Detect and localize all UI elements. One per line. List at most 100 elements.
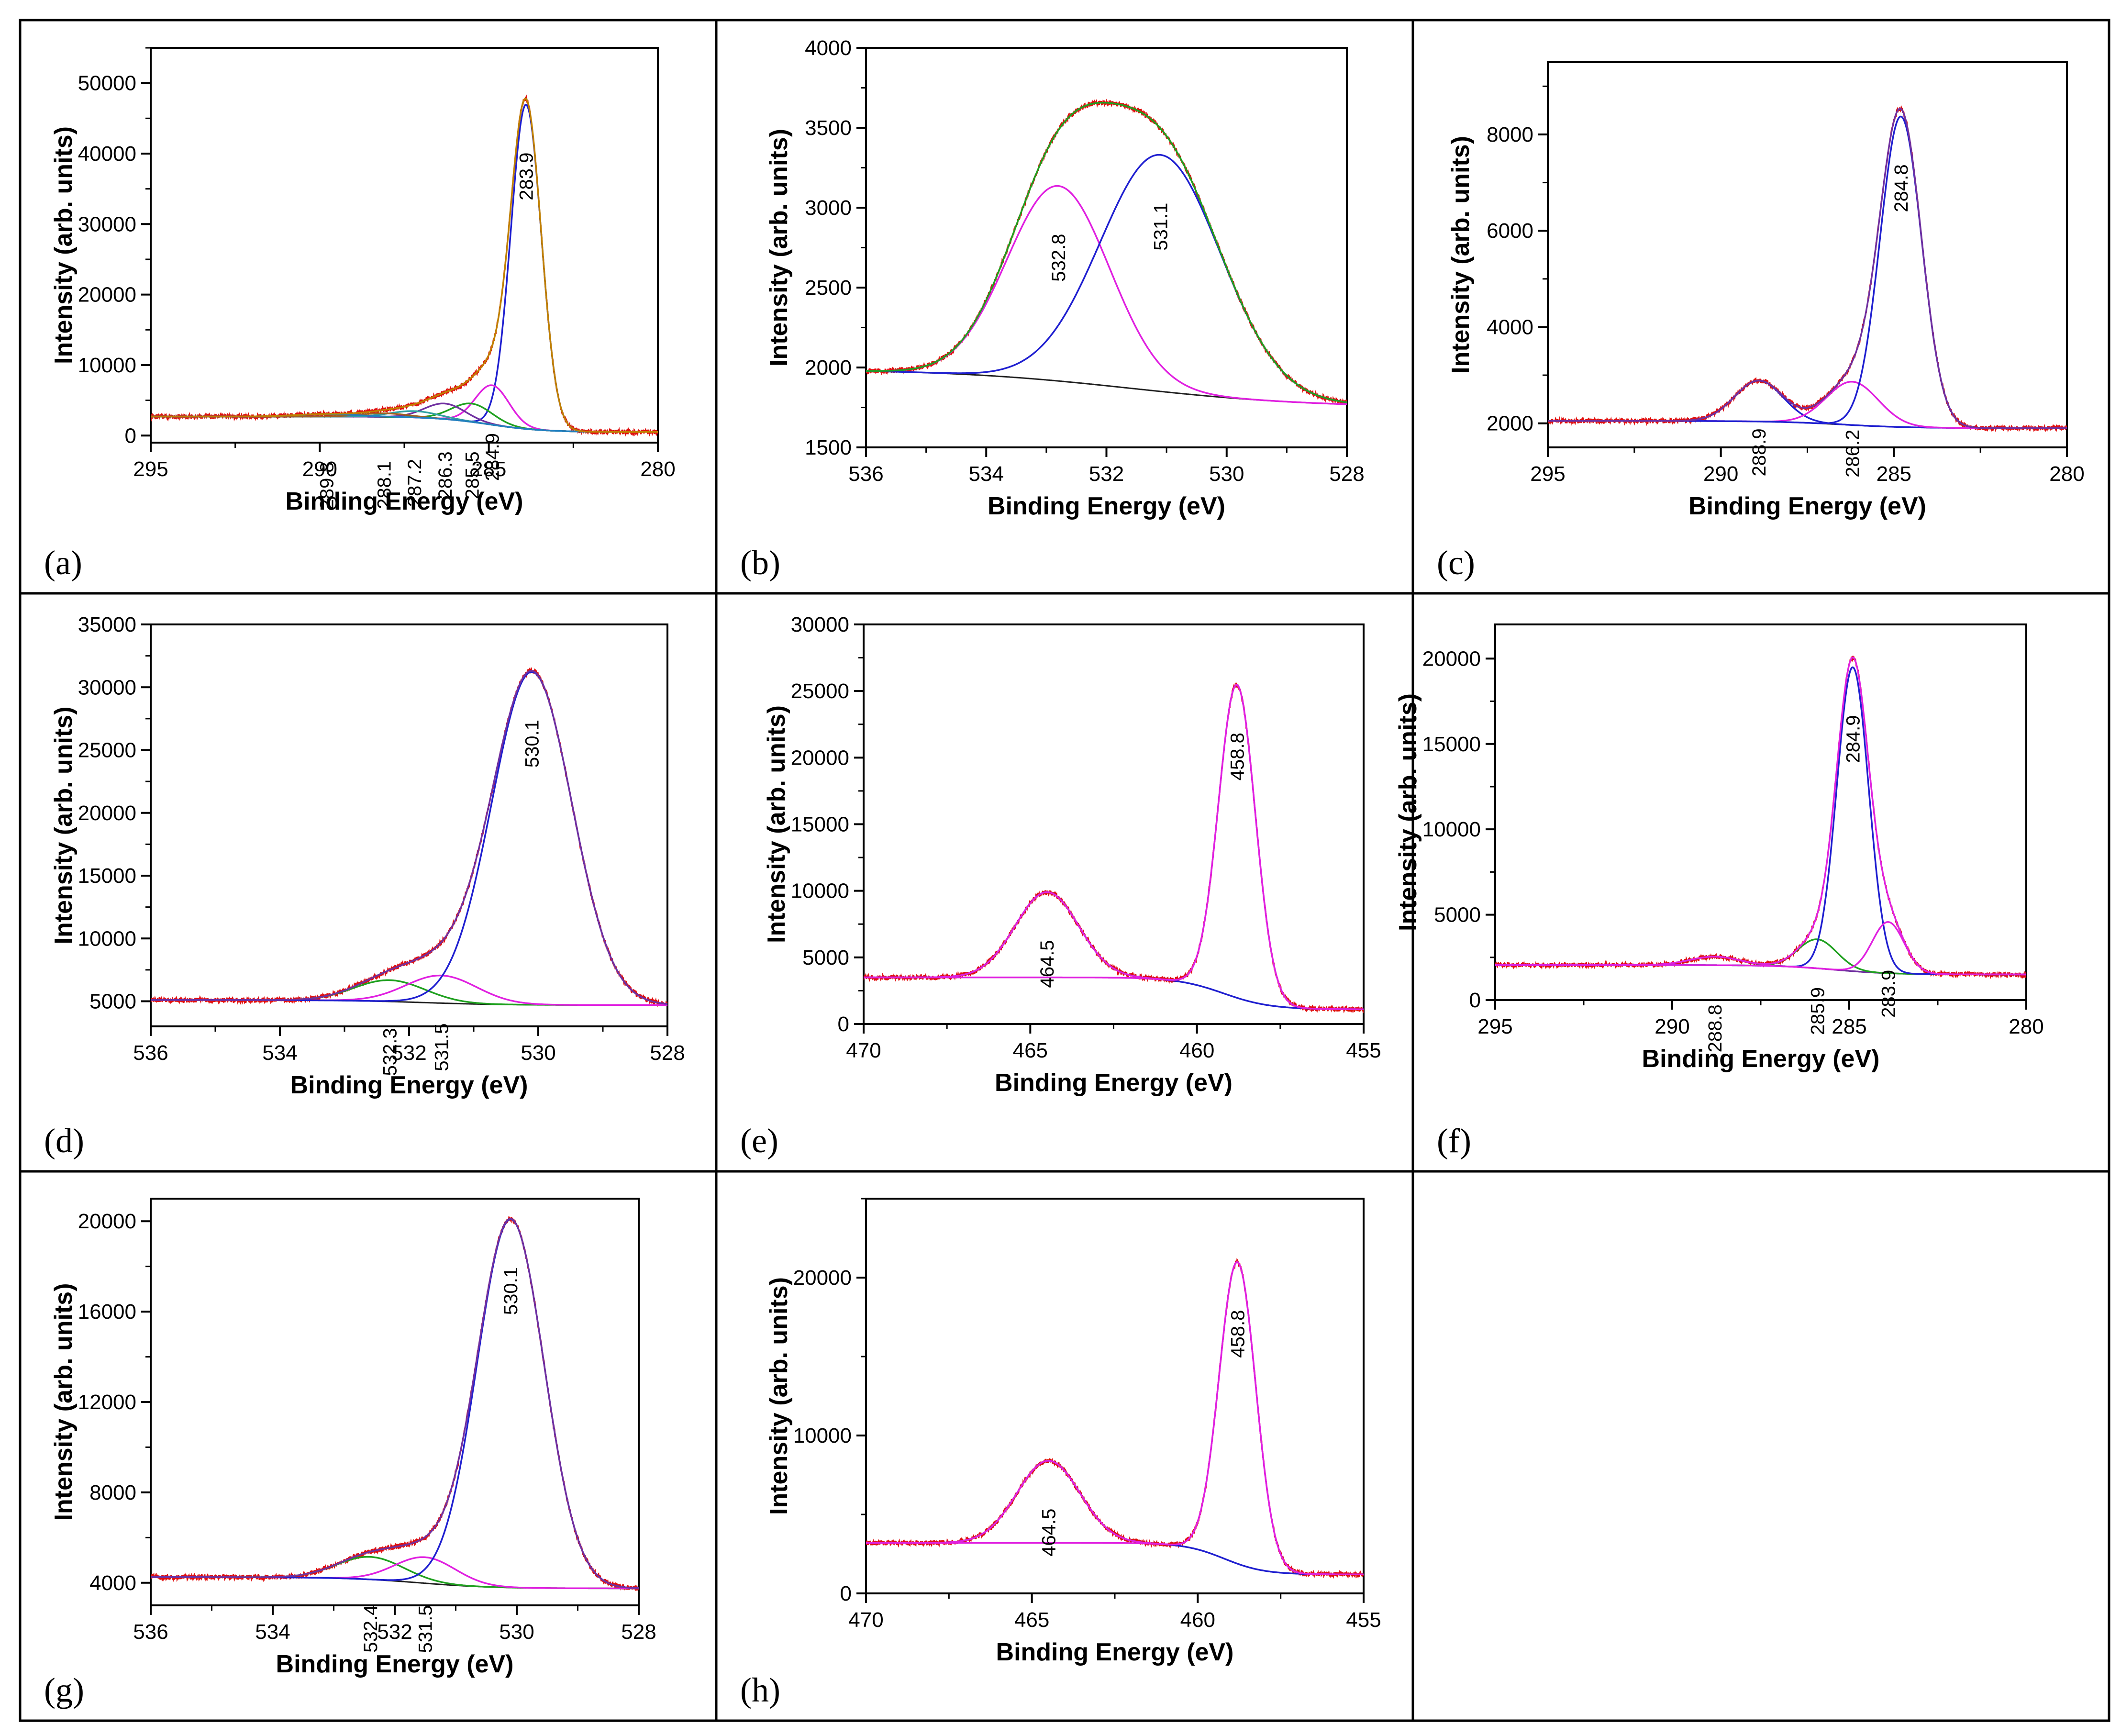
peak-label: 530.1 [500, 1267, 522, 1315]
x-tick-label: 528 [650, 1041, 685, 1065]
panel-label: (c) [1437, 544, 1475, 582]
y-tick-label: 2000 [805, 356, 852, 379]
y-tick-label: 25000 [78, 739, 136, 762]
x-axis-label: Binding Energy (eV) [290, 1071, 528, 1099]
peak-label: 288.8 [1705, 1004, 1726, 1052]
plot-frame [150, 1198, 640, 1606]
x-axis-label: Binding Energy (eV) [996, 1638, 1234, 1666]
y-axis-label: Intensity (arb. units) [50, 126, 78, 364]
component-peak-line [1495, 666, 2026, 976]
x-axis-label: Binding Energy (eV) [995, 1069, 1233, 1097]
y-tick-label: 10000 [78, 927, 136, 950]
raw-data-line [1495, 656, 2026, 979]
x-tick-label: 290 [302, 457, 337, 481]
x-tick-label: 455 [1346, 1608, 1381, 1632]
fit-envelope-line [1548, 108, 2067, 429]
component-peak-line [866, 1261, 1364, 1576]
x-tick-label: 534 [262, 1041, 297, 1065]
peak-label: 285.5 [462, 451, 483, 499]
x-tick-label: 295 [1530, 462, 1565, 486]
peak-label: 530.1 [522, 720, 543, 768]
y-tick-label: 20000 [1422, 647, 1481, 670]
peak-label: 284.9 [482, 433, 503, 481]
y-tick-label: 5000 [89, 990, 136, 1013]
x-tick-label: 470 [848, 1608, 883, 1632]
y-tick-label: 30000 [78, 212, 136, 236]
component-peak-line [151, 384, 658, 433]
x-tick-label: 295 [1477, 1015, 1512, 1038]
y-tick-label: 30000 [78, 676, 136, 699]
peak-label: 532.8 [1048, 234, 1069, 282]
x-tick-label: 536 [133, 1041, 168, 1065]
x-axis-label: Binding Energy (eV) [1642, 1045, 1880, 1073]
x-tick-label: 465 [1013, 1039, 1048, 1062]
y-tick-label: 20000 [78, 1210, 136, 1233]
component-peak-line [151, 671, 667, 1005]
x-tick-label: 280 [2009, 1015, 2043, 1038]
panel-label: (g) [44, 1671, 84, 1709]
panel-label: (h) [740, 1671, 780, 1709]
component-peak-line [864, 891, 1364, 1010]
component-peak-line [1548, 115, 2067, 429]
component-peak-line [866, 154, 1347, 403]
peak-label: 531.1 [1151, 203, 1172, 251]
panel-d: 536 534 532 530 528 5000 10000 15000 20000 25000 3… [44, 613, 685, 1160]
x-tick-label: 530 [1209, 462, 1244, 486]
x-tick-label: 460 [1180, 1608, 1215, 1632]
x-tick-label: 530 [521, 1041, 555, 1065]
x-tick-label: 534 [255, 1620, 290, 1644]
component-peak-line [866, 1460, 1364, 1576]
x-tick-label: 532 [377, 1620, 412, 1644]
plot-frame [1547, 61, 2068, 448]
component-peak-line [151, 1218, 639, 1589]
component-peak-line [151, 103, 658, 433]
y-tick-label: 20000 [793, 1266, 852, 1290]
y-tick-label: 15000 [791, 813, 849, 836]
plot-frame [150, 47, 659, 444]
panel-label: (e) [740, 1122, 778, 1160]
plot-area [151, 667, 667, 1007]
plot-area [864, 682, 1364, 1013]
x-tick-label: 536 [133, 1620, 168, 1644]
peak-label: 464.5 [1037, 940, 1058, 988]
y-tick-label: 40000 [78, 142, 136, 166]
plot-frame [150, 623, 668, 1027]
x-tick-label: 285 [1877, 462, 1911, 486]
raw-data-line [866, 1257, 1364, 1579]
y-tick-label: 6000 [1487, 219, 1533, 243]
panel-label: (f) [1437, 1122, 1471, 1160]
fit-envelope-line [1495, 656, 2026, 976]
x-tick-label: 528 [1329, 462, 1364, 486]
raw-data-line [151, 94, 658, 437]
peak-label: 464.5 [1038, 1509, 1059, 1557]
plot-area [1495, 656, 2026, 979]
y-axis-label: Intensity (arb. units) [765, 129, 793, 367]
plot-area [151, 94, 658, 437]
y-tick-label: 0 [1469, 989, 1481, 1012]
panel-label: (a) [44, 544, 82, 582]
y-tick-label: 20000 [791, 746, 849, 769]
component-peak-line [151, 1556, 639, 1590]
x-tick-label: 470 [846, 1039, 881, 1062]
peak-label: 531.5 [415, 1605, 436, 1653]
y-tick-label: 15000 [1422, 733, 1481, 756]
peak-label: 284.9 [1843, 715, 1864, 763]
background-line [866, 370, 1347, 405]
y-tick-label: 10000 [1422, 818, 1481, 841]
y-tick-label: 35000 [78, 613, 136, 636]
fit-envelope-line [151, 98, 658, 433]
x-tick-label: 536 [848, 462, 883, 486]
fit-envelope-line [864, 684, 1364, 1010]
y-tick-label: 2500 [805, 276, 852, 300]
y-tick-label: 10000 [78, 354, 136, 377]
component-peak-line [866, 185, 1347, 405]
y-axis-label: Intensity (arb. units) [1394, 693, 1422, 931]
panel-a: 295 290 285 280 0 10000 20000 30000 40000 50000 Bi… [44, 47, 676, 582]
y-tick-label: 10000 [793, 1424, 852, 1447]
peak-label: 289.8 [316, 462, 337, 510]
x-axis-label: Binding Energy (eV) [276, 1650, 514, 1678]
x-tick-label: 455 [1346, 1039, 1381, 1062]
plot-frame [1494, 623, 2027, 1001]
component-peak-line [864, 684, 1364, 1010]
y-tick-label: 1500 [805, 436, 852, 459]
